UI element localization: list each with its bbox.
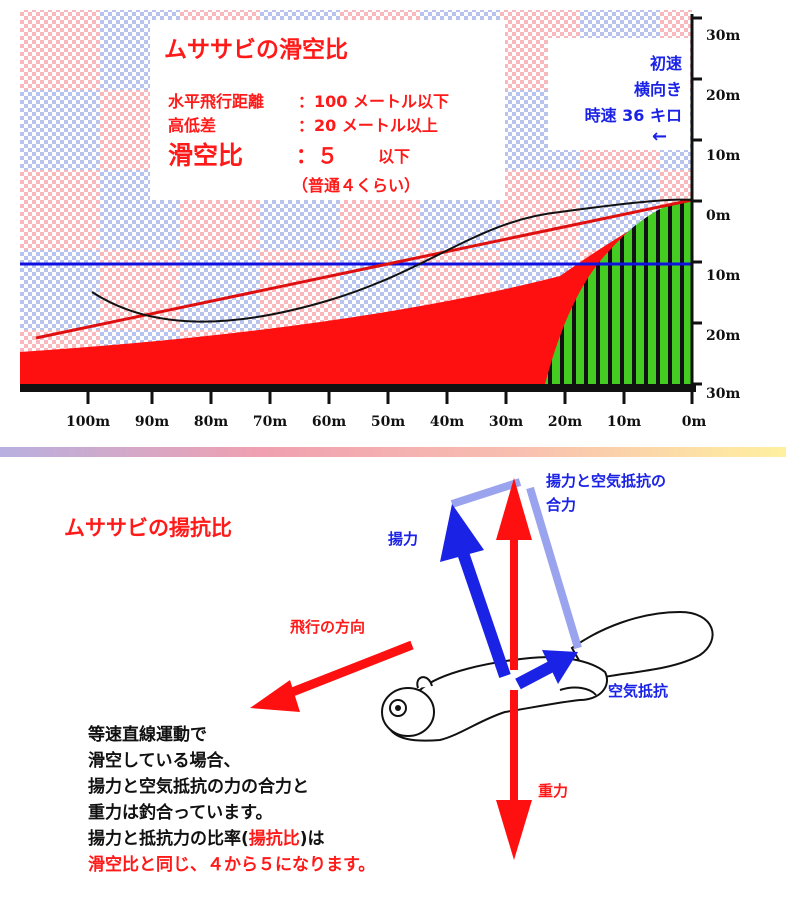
initial-speed-line3: 時速 36 キロ [584, 106, 682, 125]
checker-block [20, 90, 100, 170]
horizontal-distance-label: 水平飛行距離 [168, 92, 265, 111]
x-tick-label: 80m [193, 414, 229, 430]
y-tick-label: 30m [706, 28, 741, 44]
explanation-text-span: 揚力と抵抗力の比率( [88, 829, 249, 849]
lift-arrowhead [440, 504, 484, 562]
drag-arrow [515, 658, 559, 690]
initial-speed-line2: 横向き [633, 80, 682, 99]
checker-block [20, 170, 100, 250]
x-tick-label: 50m [370, 414, 406, 430]
lift-arrow [456, 548, 511, 678]
explanation-text-span: )は [299, 829, 325, 849]
x-tick-label: 40m [429, 414, 465, 430]
x-tick-label: 70m [252, 414, 288, 430]
resultant-label-line1: 揚力と空気抵抗の [546, 472, 667, 490]
resultant-force-line-right [526, 486, 582, 650]
resultant-force-line-top [450, 478, 522, 508]
flight-direction-arrowhead [250, 680, 300, 712]
checker-block [260, 250, 340, 330]
x-tick-label: 0m [681, 414, 707, 430]
y-tick-label: 0m [706, 208, 731, 224]
y-tick-label: 10m [706, 268, 741, 284]
height-difference-value: ：20 メートル以上 [298, 116, 438, 135]
x-tick-label: 100m [65, 414, 111, 430]
lift-drag-ratio-highlight: 揚抗比 [248, 829, 300, 849]
lift-drag-title: ムササビの揚抗比 [64, 516, 232, 540]
explanation-line: 等速直線運動で [88, 725, 207, 745]
x-tick-label: 30m [488, 414, 524, 430]
checker-block [100, 250, 180, 330]
glide-ratio-value: ：５ [296, 144, 338, 168]
explanation-line: 揚力と抵抗力の比率(揚抗比)は [88, 826, 375, 852]
section-divider [0, 447, 786, 457]
checker-block [20, 10, 100, 90]
drag-arrowhead [542, 650, 578, 684]
y-tick-label: 30m [706, 386, 741, 402]
squirrel-eye [395, 705, 401, 711]
x-tick-label: 90m [134, 414, 170, 430]
left-arrow-icon: ← [652, 126, 668, 147]
y-tick-label: 20m [706, 328, 741, 344]
x-tick-label: 20m [547, 414, 583, 430]
glide-path-curve [91, 198, 693, 323]
chart-title: ムササビの滑空比 [164, 37, 348, 63]
gravity-label: 重力 [538, 782, 569, 800]
x-axis-bar [20, 384, 696, 392]
x-tick-label: 60m [311, 414, 347, 430]
ground-slope [20, 198, 692, 384]
y-axis-ticks [692, 16, 702, 386]
glide-ratio-note: （普通４くらい） [292, 176, 421, 195]
checker-block [20, 250, 100, 330]
glide-ratio-label: 滑空比 [168, 141, 244, 170]
x-axis-ticks [86, 392, 694, 404]
explanation-line: 滑空している場合、 [88, 751, 241, 771]
gravity-arrowhead [496, 800, 532, 860]
glide-ratio-suffix: 以下 [378, 147, 411, 166]
lift-label: 揚力 [388, 530, 419, 548]
y-tick-label: 20m [706, 88, 741, 104]
explanation-line: 滑空比と同じ、４から５になります。 [88, 855, 376, 875]
up-force-arrowhead [496, 478, 532, 540]
explanation-line: 揚力と空気抵抗の力の合力と [88, 777, 309, 797]
resultant-label-line2: 合力 [546, 496, 577, 514]
flying-squirrel-illustration [381, 610, 714, 742]
x-tick-label: 10m [606, 414, 642, 430]
force-diagram [250, 478, 714, 860]
drag-label: 空気抵抗 [608, 682, 669, 700]
horizontal-distance-value: ：100 メートル以下 [298, 92, 449, 111]
explanation-line: 重力は釣合っています。 [88, 803, 273, 823]
flight-direction-arrow [270, 640, 414, 705]
y-tick-label: 10m [706, 148, 741, 164]
glide-cliff-striped-area [545, 198, 692, 384]
flight-direction-label: 飛行の方向 [290, 618, 366, 636]
explanation-text: 等速直線運動で 滑空している場合、 揚力と空気抵抗の力の合力と 重力は釣合ってい… [88, 722, 375, 878]
initial-speed-line1: 初速 [649, 54, 682, 73]
initial-speed-box [548, 38, 690, 150]
height-difference-label: 高低差 [168, 116, 217, 135]
title-box [150, 20, 505, 200]
